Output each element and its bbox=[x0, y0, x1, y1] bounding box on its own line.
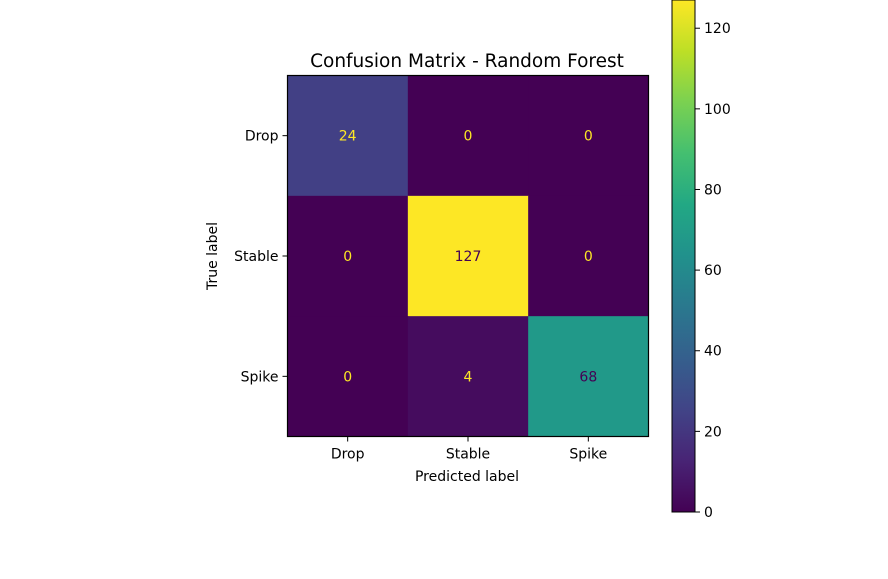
colorbar-tick-label: 60 bbox=[704, 263, 722, 279]
colorbar-tick-label: 20 bbox=[704, 424, 722, 440]
heatmap-cell-drop-drop bbox=[287, 75, 409, 197]
colorbar-tick-label: 0 bbox=[704, 505, 713, 521]
x-axis-ticks: Drop Stable Spike bbox=[331, 436, 607, 463]
cell-value-label: 127 bbox=[455, 249, 482, 265]
cell-value-labels: 24 0 0 0 127 0 0 4 68 bbox=[339, 129, 597, 386]
heatmap-cell-drop-spike bbox=[528, 75, 649, 197]
heatmap-cell-stable-stable bbox=[407, 195, 529, 317]
colorbar-tick-label: 40 bbox=[704, 344, 722, 360]
y-tick-label: Stable bbox=[234, 249, 278, 265]
y-axis-ticks: Drop Stable Spike bbox=[234, 129, 288, 385]
x-tick-label: Drop bbox=[331, 447, 365, 463]
cell-value-label: 0 bbox=[343, 369, 352, 385]
colorbar-tick-label: 120 bbox=[704, 21, 731, 37]
y-axis-label: True label bbox=[205, 222, 221, 291]
cell-value-label: 0 bbox=[464, 129, 473, 145]
heatmap-cell-spike-spike bbox=[528, 316, 649, 437]
y-tick-label: Spike bbox=[241, 369, 279, 385]
cell-value-label: 68 bbox=[579, 369, 597, 385]
cell-value-label: 0 bbox=[343, 249, 352, 265]
y-tick-label: Drop bbox=[245, 129, 279, 145]
heatmap-cell-spike-stable bbox=[407, 316, 529, 437]
heatmap-cell-stable-spike bbox=[528, 195, 649, 317]
x-tick-label: Spike bbox=[569, 447, 607, 463]
cell-value-label: 0 bbox=[584, 249, 593, 265]
colorbar-tick-label: 100 bbox=[704, 102, 731, 118]
cell-value-label: 4 bbox=[464, 369, 473, 385]
colorbar-ticks: 0 20 40 60 80 100 120 bbox=[695, 21, 731, 521]
colorbar bbox=[671, 0, 696, 513]
x-axis-label: Predicted label bbox=[415, 469, 519, 485]
heatmap-cells bbox=[287, 75, 649, 437]
heatmap-cell-drop-stable bbox=[407, 75, 529, 197]
cell-value-label: 0 bbox=[584, 129, 593, 145]
heatmap-cell-stable-drop bbox=[287, 195, 409, 317]
chart-title: Confusion Matrix - Random Forest bbox=[310, 51, 624, 72]
x-tick-label: Stable bbox=[446, 447, 490, 463]
colorbar-tick-label: 80 bbox=[704, 182, 722, 198]
cell-value-label: 24 bbox=[339, 129, 357, 145]
heatmap-cell-spike-drop bbox=[287, 316, 409, 437]
